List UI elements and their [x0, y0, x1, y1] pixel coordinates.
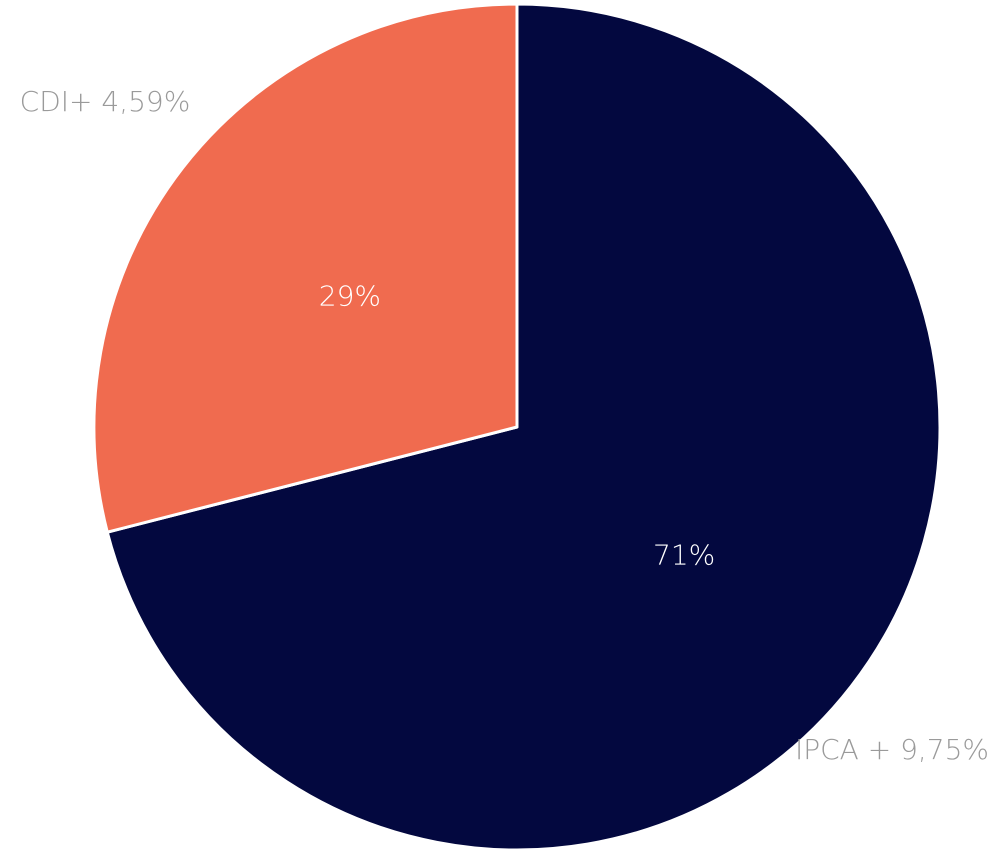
pie-slice [105, 2, 942, 849]
category-label: IPCA + 9,75% [795, 733, 989, 766]
category-label: CDI+ 4,59% [20, 85, 191, 118]
pie-slice [92, 2, 519, 534]
value-label: 71% [653, 539, 715, 572]
value-label: 29% [319, 279, 381, 312]
